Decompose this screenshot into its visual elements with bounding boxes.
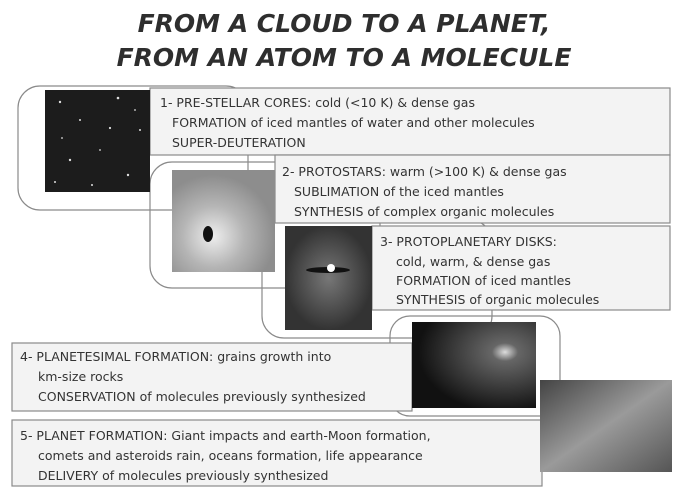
disk-star bbox=[327, 264, 335, 272]
title-line: FROM A CLOUD TO A PLANET, bbox=[138, 9, 551, 38]
stage-image bbox=[285, 226, 372, 330]
stage-text: 1- PRE-STELLAR CORES: cold (<10 K) & den… bbox=[160, 95, 475, 110]
stage-text: DELIVERY of molecules previously synthes… bbox=[38, 468, 328, 483]
stage-text: comets and asteroids rain, oceans format… bbox=[38, 448, 423, 463]
diagram: FROM A CLOUD TO A PLANET, FROM AN ATOM T… bbox=[0, 0, 688, 488]
protostar bbox=[203, 226, 213, 242]
stage-text: FORMATION of iced mantles bbox=[396, 273, 571, 288]
stage-text: 5- PLANET FORMATION: Giant impacts and e… bbox=[20, 428, 431, 443]
stage-image bbox=[45, 90, 150, 192]
stage-image bbox=[412, 322, 536, 408]
stage-text: SYNTHESIS of organic molecules bbox=[396, 292, 599, 307]
stage-text: SUBLIMATION of the iced mantles bbox=[294, 184, 504, 199]
stage-text: FORMATION of iced mantles of water and o… bbox=[172, 115, 535, 130]
stage-text: km-size rocks bbox=[38, 369, 123, 384]
stage-text: 2- PROTOSTARS: warm (>100 K) & dense gas bbox=[282, 164, 567, 179]
stage-text: 4- PLANETESIMAL FORMATION: grains growth… bbox=[20, 349, 331, 364]
stage-text: cold, warm, & dense gas bbox=[396, 254, 550, 269]
title-line: FROM AN ATOM TO A MOLECULE bbox=[117, 43, 572, 72]
stage-text: SYNTHESIS of complex organic molecules bbox=[294, 204, 554, 219]
stage-image bbox=[540, 380, 672, 472]
stage-text: CONSERVATION of molecules previously syn… bbox=[38, 389, 366, 404]
stage-image bbox=[172, 170, 275, 272]
stage-text: 3- PROTOPLANETARY DISKS: bbox=[380, 234, 557, 249]
stage-text: SUPER-DEUTERATION bbox=[172, 135, 306, 150]
